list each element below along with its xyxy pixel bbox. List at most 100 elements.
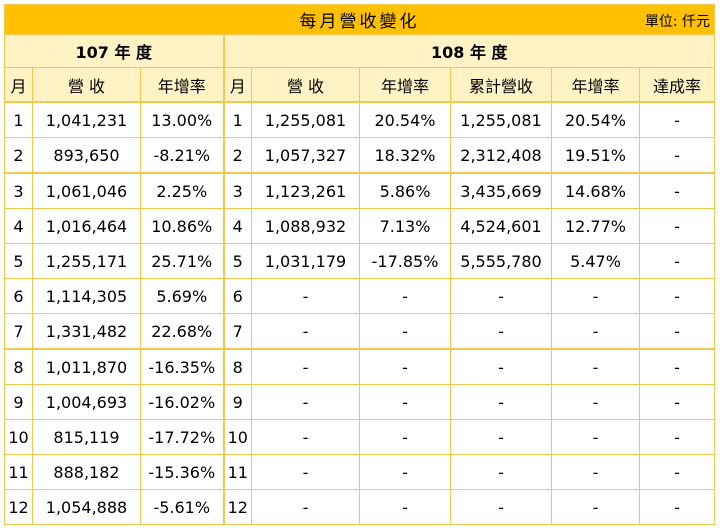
cell-achievement-108: - bbox=[638, 489, 716, 525]
cell-month-108: 7 bbox=[222, 313, 252, 350]
cell-yoy-108: - bbox=[359, 313, 451, 350]
cell-yoy-107: -16.02% bbox=[140, 384, 224, 420]
table-row: 10 815,119 -17.72% 10- - - - - bbox=[4, 419, 716, 455]
cell-month-107: 5 bbox=[4, 243, 33, 279]
cell-cumulative-108: 5,555,780 bbox=[450, 243, 552, 279]
cell-month-107: 11 bbox=[4, 454, 33, 490]
cell-yoy-107: -16.35% bbox=[140, 348, 224, 385]
cell-yoy-107: -17.72% bbox=[140, 419, 224, 455]
cell-cumulative-yoy-108: - bbox=[551, 454, 640, 490]
col-revenue-108: 營 收 bbox=[251, 67, 360, 103]
cell-revenue-107: 815,119 bbox=[32, 419, 141, 455]
table-title-cell: 每月營收變化 單位: 仟元 bbox=[3, 4, 716, 35]
cell-month-108: 6 bbox=[222, 278, 252, 314]
cell-revenue-108: 1,088,932 bbox=[251, 208, 360, 244]
cell-achievement-108: - bbox=[638, 419, 716, 455]
cell-month-108: 5 bbox=[222, 243, 252, 279]
col-yoy-107: 年增率 bbox=[140, 67, 224, 103]
col-achievement-108: 達成率 bbox=[638, 67, 716, 103]
cell-achievement-108: - bbox=[638, 172, 716, 209]
cell-yoy-107: 25.71% bbox=[140, 243, 224, 279]
cell-cumulative-108: 4,524,601 bbox=[450, 208, 552, 244]
cell-achievement-108: - bbox=[638, 208, 716, 244]
cell-achievement-108: - bbox=[638, 101, 716, 138]
cell-month-108: 9 bbox=[222, 384, 252, 420]
cell-month-108: 3 bbox=[222, 172, 252, 209]
cell-cumulative-108: - bbox=[450, 348, 552, 385]
cell-yoy-107: 10.86% bbox=[140, 208, 224, 244]
cell-yoy-107: -8.21% bbox=[140, 137, 224, 174]
cell-revenue-107: 1,004,693 bbox=[32, 384, 141, 420]
table-row: 3 1,061,046 2.25% 3 1,123,261 5.86% 3,435,669 1… bbox=[4, 172, 716, 209]
monthly-revenue-table: 每月營收變化 單位: 仟元 107 年 度 108 年 度 月 營 收 年增率 … bbox=[3, 4, 716, 525]
unit-label: 單位: 仟元 bbox=[644, 14, 711, 30]
cell-month-107: 4 bbox=[4, 208, 33, 244]
cell-yoy-108: - bbox=[359, 489, 451, 525]
cell-cumulative-yoy-108: 5.47% bbox=[551, 243, 640, 279]
cell-yoy-108: - bbox=[359, 419, 451, 455]
table-row: 6 1,114,305 5.69% 6- - - - - bbox=[4, 278, 716, 314]
table-row: 4 1,016,464 10.86% 4 1,088,932 7.13% 4,524,601… bbox=[4, 208, 716, 244]
cell-cumulative-yoy-108: 19.51% bbox=[551, 137, 640, 174]
table-row: 9 1,004,693 -16.02% 9- - - - - bbox=[4, 384, 716, 420]
table-row: 2 893,650 -8.21% 2 1,057,327 18.32% 2,312,408 1… bbox=[4, 137, 716, 174]
cell-month-108: 12 bbox=[222, 489, 252, 525]
cell-cumulative-yoy-108: - bbox=[551, 489, 640, 525]
table-row: 11 888,182 -15.36% 11- - - - - bbox=[4, 454, 716, 490]
cell-month-107: 8 bbox=[4, 348, 33, 385]
cell-yoy-107: 22.68% bbox=[140, 313, 224, 350]
cell-cumulative-yoy-108: - bbox=[551, 313, 640, 350]
cell-yoy-108: 5.86% bbox=[359, 172, 451, 209]
table-row: 8 1,011,870 -16.35% 8- - - - - bbox=[4, 348, 716, 385]
cell-revenue-108: 1,057,327 bbox=[251, 137, 360, 174]
table-row: 1 1,041,231 13.00% 1 1,255,081 20.54% 1,255,08… bbox=[4, 101, 716, 138]
col-cumulative-108: 累計營收 bbox=[450, 67, 552, 103]
cell-revenue-108: - bbox=[251, 384, 360, 420]
cell-cumulative-yoy-108: 12.77% bbox=[551, 208, 640, 244]
col-yoy-108: 年增率 bbox=[359, 67, 451, 103]
cell-yoy-107: 5.69% bbox=[140, 278, 224, 314]
cell-month-107: 10 bbox=[4, 419, 33, 455]
table-row: 5 1,255,171 25.71% 5 1,031,179 -17.85% 5,555,7… bbox=[4, 243, 716, 279]
cell-month-108: 1 bbox=[222, 101, 252, 138]
col-cumulative-yoy-108: 年增率 bbox=[551, 67, 640, 103]
cell-achievement-108: - bbox=[638, 454, 716, 490]
cell-month-107: 6 bbox=[4, 278, 33, 314]
cell-revenue-108: - bbox=[251, 489, 360, 525]
col-month-107: 月 bbox=[4, 67, 33, 103]
cell-yoy-108: - bbox=[359, 278, 451, 314]
cell-cumulative-108: - bbox=[450, 489, 552, 525]
cell-yoy-107: -15.36% bbox=[140, 454, 224, 490]
table-row: 7 1,331,482 22.68% 7- - - - - bbox=[4, 313, 716, 350]
cell-cumulative-yoy-108: - bbox=[551, 348, 640, 385]
cell-cumulative-yoy-108: 20.54% bbox=[551, 101, 640, 138]
cell-month-107: 7 bbox=[4, 313, 33, 350]
cell-yoy-108: - bbox=[359, 454, 451, 490]
cell-cumulative-yoy-108: - bbox=[551, 384, 640, 420]
cell-month-108: 4 bbox=[222, 208, 252, 244]
cell-revenue-107: 1,016,464 bbox=[32, 208, 141, 244]
cell-cumulative-yoy-108: 14.68% bbox=[551, 172, 640, 209]
cell-revenue-107: 1,255,171 bbox=[32, 243, 141, 279]
cell-revenue-108: 1,255,081 bbox=[251, 101, 360, 138]
cell-cumulative-yoy-108: - bbox=[551, 419, 640, 455]
col-revenue-107: 營 收 bbox=[32, 67, 141, 103]
cell-month-108: 11 bbox=[222, 454, 252, 490]
table-row: 12 1,054,888 -5.61% 12- - - - - bbox=[4, 489, 716, 525]
cell-cumulative-108: - bbox=[450, 278, 552, 314]
year-108-header: 108 年 度 bbox=[222, 34, 716, 68]
cell-month-108: 8 bbox=[222, 348, 252, 385]
cell-achievement-108: - bbox=[638, 384, 716, 420]
cell-cumulative-108: 1,255,081 bbox=[450, 101, 552, 138]
cell-month-108: 10 bbox=[222, 419, 252, 455]
cell-yoy-108: 20.54% bbox=[359, 101, 451, 138]
cell-cumulative-yoy-108: - bbox=[551, 278, 640, 314]
cell-cumulative-108: - bbox=[450, 454, 552, 490]
cell-cumulative-108: - bbox=[450, 384, 552, 420]
cell-month-108: 2 bbox=[222, 137, 252, 174]
cell-revenue-108: 1,031,179 bbox=[251, 243, 360, 279]
cell-revenue-107: 1,061,046 bbox=[32, 172, 141, 209]
cell-month-107: 12 bbox=[4, 489, 33, 525]
cell-revenue-107: 888,182 bbox=[32, 454, 141, 490]
cell-yoy-107: -5.61% bbox=[140, 489, 224, 525]
